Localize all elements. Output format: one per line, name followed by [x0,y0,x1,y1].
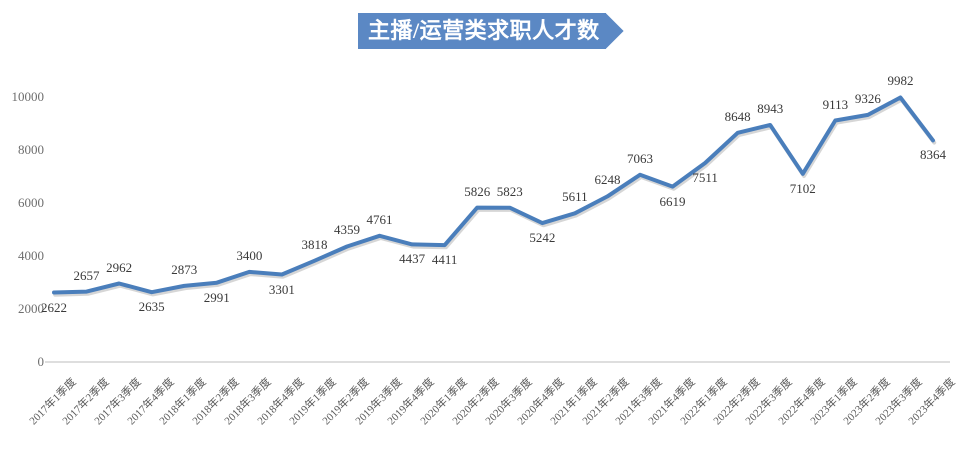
plot-area: 0 2000 4000 6000 8000 10000 2017年1季度 2017年2季度 2… [11,73,958,427]
data-point-label: 8648 [724,108,751,124]
data-point-label: 2873 [171,261,198,277]
line-chart-svg [45,95,950,363]
series-line[interactable] [52,95,935,295]
y-axis-tick-label: 4000 [18,248,44,263]
data-series-group [52,95,937,297]
page-title: 主播/运营类求职人才数 [368,18,600,43]
data-point-label: 2991 [203,289,230,305]
chart-title-banner: 主播/运营类求职人才数 [358,13,624,49]
y-axis-tick-label: 6000 [18,195,44,210]
data-point-label: 5611 [562,189,588,205]
data-point-label: 6248 [594,172,621,188]
data-point-label: 5823 [496,183,523,199]
data-point-label: 5826 [464,183,491,199]
data-point-label: 7102 [789,180,816,196]
data-point-label: 8943 [757,101,784,116]
data-point-label: 2635 [138,299,165,315]
data-point-label: 7511 [692,169,718,185]
data-point-label: 2962 [106,259,133,275]
data-point-label: 9326 [854,90,881,106]
data-point-label: 2657 [73,267,100,283]
y-axis-tick-label: 0 [37,354,45,369]
data-point-label: 4761 [366,211,393,227]
chart-container: 主播/运营类求职人才数 0 2000 4000 6000 8000 10000 2017年… [11,13,958,428]
data-point-label: 9113 [822,96,849,112]
data-point-label: 7063 [627,150,653,166]
y-axis-tick-label: 2000 [18,301,44,316]
data-point-label: 2622 [41,299,67,315]
data-point-label: 3400 [236,247,263,263]
data-point-label: 3301 [268,281,295,297]
data-point-label: 4411 [431,252,458,268]
chart-title-banner-body: 主播/运营类求职人才数 [358,13,606,49]
y-axis-tick-label: 8000 [18,142,44,157]
data-point-label: 8364 [920,147,946,163]
data-point-label: 3818 [301,236,328,252]
data-point-label: 4359 [334,222,360,238]
data-point-label: 9982 [887,73,914,89]
y-axis-tick-label: 10000 [11,89,45,104]
data-point-label: 6619 [659,193,686,209]
data-point-label: 5242 [529,230,556,246]
data-point-label: 4437 [399,251,426,267]
